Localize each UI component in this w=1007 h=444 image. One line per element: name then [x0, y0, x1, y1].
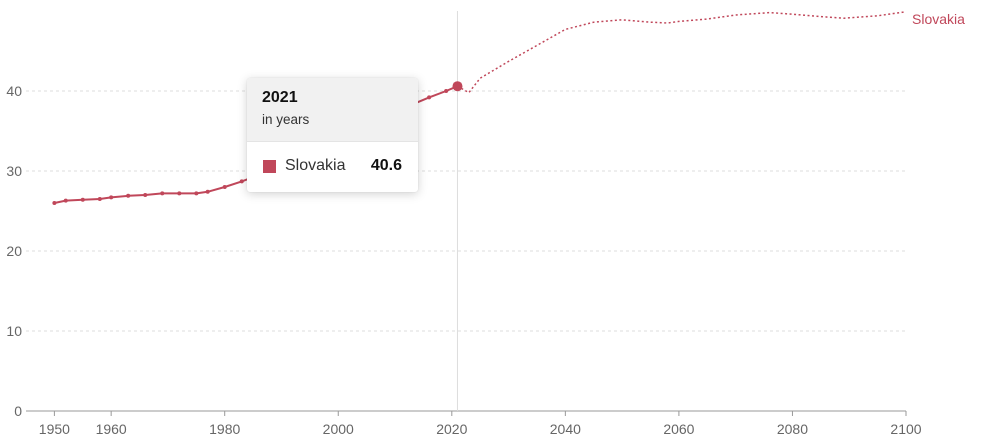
data-point-1969 — [160, 191, 165, 196]
data-point-1952 — [63, 198, 68, 203]
tooltip-entity: Slovakia — [285, 157, 346, 174]
x-tick-label-1960: 1960 — [96, 421, 127, 437]
series-line-projection[interactable] — [457, 11, 907, 94]
x-tick-label-2080: 2080 — [777, 421, 808, 437]
data-point-2019 — [444, 89, 449, 93]
data-point-1972 — [177, 191, 182, 196]
y-tick-label-10: 10 — [6, 323, 22, 339]
tooltip-row: Slovakia 40.6 — [247, 142, 418, 190]
data-point-1950 — [52, 201, 57, 205]
tooltip-header: 2021 in years — [247, 78, 418, 142]
y-tick-label-20: 20 — [6, 243, 22, 259]
data-point-1955 — [80, 197, 85, 202]
y-tick-label-0: 0 — [14, 403, 22, 419]
highlight-point[interactable] — [452, 81, 463, 92]
x-tick-label-2020: 2020 — [436, 421, 467, 437]
data-point-1960 — [109, 195, 114, 200]
x-axis-ticks: 1950 1960 1980 2000 2020 2040 2060 2080 2100 — [39, 411, 922, 437]
tooltip-unit: in years — [262, 112, 310, 127]
y-tick-label-40: 40 — [6, 83, 22, 99]
x-tick-label-2100: 2100 — [890, 421, 921, 437]
x-tick-label-2060: 2060 — [663, 421, 694, 437]
x-tick-label-2040: 2040 — [550, 421, 581, 437]
y-axis-tick-labels: 0 10 20 30 40 — [6, 83, 22, 419]
data-point-1983 — [239, 179, 244, 184]
tooltip-color-swatch — [263, 159, 276, 173]
y-tick-label-30: 30 — [6, 163, 22, 179]
data-point-1958 — [97, 197, 102, 201]
tooltip-year: 2021 — [262, 89, 298, 106]
data-point-1977 — [205, 189, 210, 194]
series-layer — [52, 11, 907, 205]
data-point-1966 — [143, 193, 148, 197]
x-tick-label-1980: 1980 — [209, 421, 240, 437]
data-point-1963 — [126, 193, 131, 198]
data-point-1975 — [194, 191, 199, 196]
tooltip: 2021 in years Slovakia 40.6 — [247, 78, 418, 192]
data-point-1980 — [222, 185, 227, 189]
tooltip-value: 40.6 — [370, 157, 402, 174]
gridlines — [26, 90, 906, 332]
data-point-2016 — [427, 95, 432, 100]
x-tick-label-2000: 2000 — [323, 421, 354, 437]
series-label-slovakia[interactable]: Slovakia — [912, 11, 965, 27]
x-tick-label-1950: 1950 — [39, 421, 70, 437]
